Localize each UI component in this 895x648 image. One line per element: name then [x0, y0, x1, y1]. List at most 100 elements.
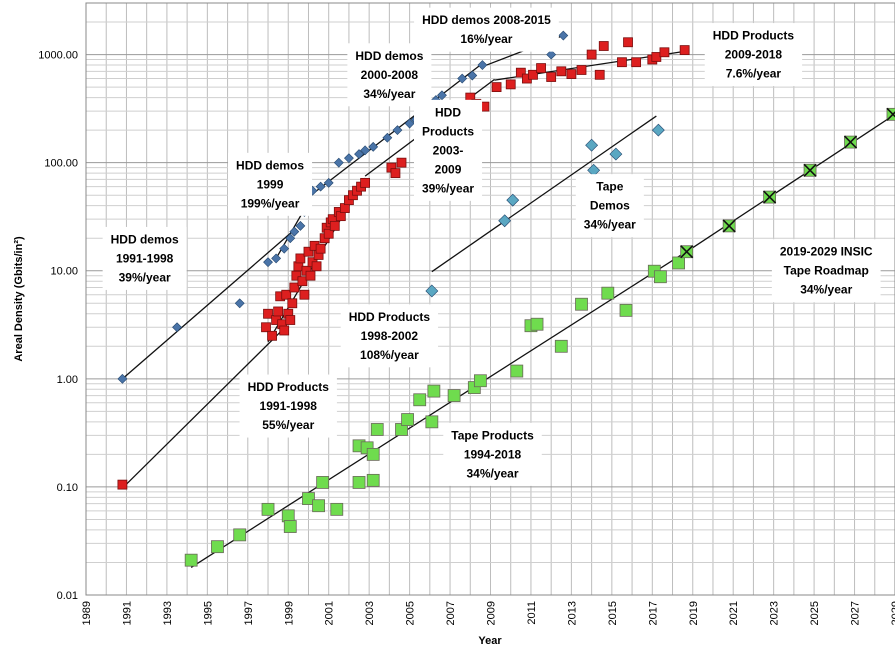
annotation-line: 39%/year — [119, 270, 171, 284]
point-tape-demos — [425, 284, 439, 298]
point-tape-products — [619, 303, 633, 317]
annotation-hdd-demos-1999: HDD demos 1999 199%/year — [228, 152, 313, 216]
annotation-line: 34%/year — [800, 283, 852, 297]
point-tape-products — [575, 297, 588, 311]
point-hdd-demos — [344, 153, 354, 164]
x-tick-label: 2029 — [890, 601, 895, 625]
annotation-box — [347, 43, 432, 107]
annotation-line: 2003- — [433, 143, 464, 157]
point-tape-products — [554, 339, 568, 353]
point-hdd-demos — [437, 90, 447, 101]
plot-frame — [85, 2, 895, 596]
y-tick-label: 100.00 — [44, 158, 78, 170]
annotation-box — [704, 23, 803, 87]
point-hdd-products — [279, 325, 290, 336]
annotation-line: HDD Products — [248, 380, 330, 394]
annotation-line: 1994-2018 — [464, 447, 522, 461]
annotation-tape-roadmap: 2019-2029 INSIC Tape Roadmap 34%/year — [771, 239, 881, 303]
annotation-line: HDD demos — [111, 232, 179, 246]
point-hdd-products — [390, 168, 401, 179]
point-tape-products — [302, 492, 315, 505]
y-tick-label: 10.00 — [50, 266, 78, 278]
point-tape-products — [366, 447, 380, 461]
x-tick-label: 2019 — [688, 601, 700, 625]
annotation-hdd-demos-1991-1998: HDD demos 1991-1998 39%/year — [102, 226, 187, 290]
annotation-hdd-demos-2000-2008: HDD demos 2000-2008 34%/year — [347, 43, 432, 107]
point-tape-products — [283, 520, 297, 533]
point-hdd-demos — [315, 181, 326, 192]
x-tick-label: 2003 — [364, 601, 376, 625]
point-hdd-products — [273, 306, 284, 317]
annotation-tape-products: Tape Products 1994-2018 34%/year — [443, 422, 542, 486]
x-tick-label: 1997 — [243, 601, 255, 625]
annotations: HDD demos 2008-2015 16%/year HDD Products 2… — [102, 7, 881, 486]
point-hdd-demos — [279, 243, 290, 254]
point-tape-demos — [585, 138, 599, 152]
point-hdd-products — [631, 57, 642, 68]
point-hdd-products — [651, 52, 662, 62]
point-hdd-demos — [368, 141, 379, 152]
annotation-line: HDD demos 2008-2015 — [422, 13, 551, 27]
grid — [85, 2, 895, 596]
annotation-line: 2009 — [435, 162, 462, 176]
x-tick-label: 2007 — [445, 601, 457, 625]
roadmap-cross — [886, 111, 895, 121]
point-tape-demos — [651, 123, 665, 137]
point-hdd-demos — [295, 220, 306, 231]
point-tape-products — [366, 473, 380, 487]
point-hdd-demos — [354, 149, 364, 160]
point-hdd-demos — [234, 298, 245, 309]
point-hdd-products — [546, 72, 557, 82]
point-hdd-products — [285, 315, 296, 325]
point-hdd-products — [291, 270, 302, 281]
point-tape-products — [401, 413, 414, 426]
point-hdd-demos — [323, 177, 334, 188]
annotation-line: 39%/year — [422, 181, 474, 195]
annotation-box — [228, 152, 313, 216]
roadmap-square — [886, 107, 895, 121]
point-tape-products — [473, 374, 487, 388]
annotation-box — [239, 374, 337, 438]
x-tick-label: 2011 — [526, 601, 538, 625]
point-hdd-products — [303, 246, 314, 257]
point-hdd-products — [289, 282, 300, 293]
annotation-box — [443, 422, 542, 486]
point-hdd-demos — [467, 70, 478, 81]
point-hdd-products — [311, 261, 322, 272]
x-tick-label: 2017 — [647, 601, 659, 625]
point-hdd-products — [323, 228, 334, 239]
annotation-line: 34%/year — [363, 87, 415, 101]
point-hdd-products — [281, 289, 292, 300]
point-tape-products — [281, 509, 295, 523]
annotation-line: HDD Products — [349, 310, 431, 324]
point-hdd-demos — [382, 132, 393, 143]
annotation-line: HDD demos — [355, 49, 423, 63]
point-hdd-products — [505, 79, 516, 90]
point-hdd-products — [515, 67, 526, 78]
y-tick-labels: 0.01 0.10 1.00 10.00 100.00 1000.00 — [38, 50, 78, 602]
annotation-line: 2009-2018 — [725, 48, 783, 62]
point-hdd-products — [594, 69, 605, 80]
point-hdd-products — [659, 47, 670, 58]
y-tick-label: 0.10 — [57, 482, 78, 494]
point-hdd-demos — [392, 125, 403, 136]
x-tick-label: 2025 — [809, 601, 821, 625]
point-hdd-demos — [558, 30, 569, 41]
annotation-hdd-products-1998-2002: HDD Products 1998-2002 108%/year — [340, 304, 439, 368]
point-tape-roadmap — [886, 107, 895, 121]
annotation-line: 199%/year — [241, 196, 300, 210]
annotation-line: 7.6%/year — [726, 67, 782, 81]
point-hdd-products — [586, 49, 597, 60]
annotation-line: 16%/year — [460, 32, 512, 46]
annotation-line: Products — [422, 124, 474, 138]
annotation-box — [414, 7, 559, 52]
point-tape-products — [447, 389, 461, 402]
point-tape-products — [370, 423, 384, 436]
point-tape-products — [653, 270, 667, 284]
x-tick-label: 2023 — [769, 601, 781, 625]
point-tape-products — [211, 540, 224, 554]
roadmap-cross — [803, 163, 817, 177]
point-tape-demos — [498, 214, 512, 228]
point-hdd-products — [556, 66, 567, 77]
